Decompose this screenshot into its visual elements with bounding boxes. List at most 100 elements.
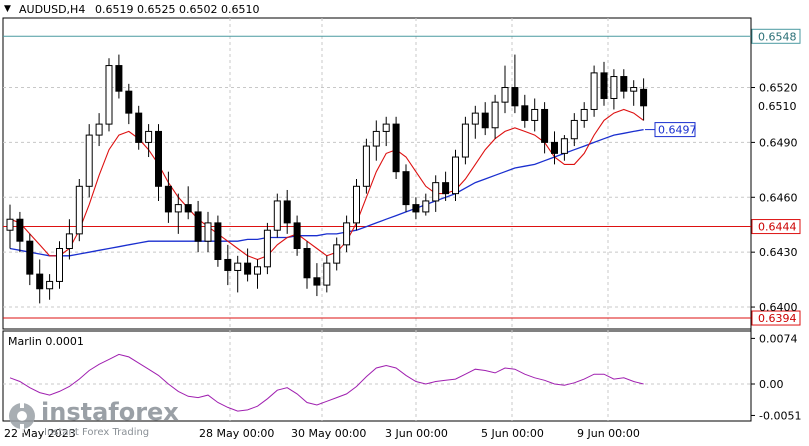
candle-body xyxy=(164,185,172,213)
candle-body xyxy=(630,87,638,92)
candle xyxy=(194,200,202,253)
candle xyxy=(402,164,410,212)
price-tick-label: 0.6490 xyxy=(759,136,798,149)
candle xyxy=(560,135,568,161)
candle xyxy=(204,211,212,253)
candle-body xyxy=(491,101,499,129)
candle-body xyxy=(65,233,73,250)
candle-body xyxy=(402,171,410,206)
candle-body xyxy=(610,76,618,99)
candle xyxy=(85,124,93,198)
candle xyxy=(422,193,430,216)
candle xyxy=(56,241,63,289)
candle xyxy=(461,116,469,165)
candle xyxy=(75,178,83,242)
candle-body xyxy=(570,119,578,140)
triangle-down-icon[interactable]: ▼ xyxy=(4,4,11,14)
candle-body xyxy=(26,240,34,275)
indicator-plot: 0.0074 0.00 -0.0051 xyxy=(3,332,801,422)
candle xyxy=(452,149,459,201)
candle xyxy=(442,171,450,201)
candle xyxy=(6,204,14,249)
candle-body xyxy=(85,134,93,187)
candle-body xyxy=(343,222,351,246)
candle-body xyxy=(600,72,608,99)
candle xyxy=(16,211,24,253)
candle xyxy=(95,113,103,147)
candle xyxy=(610,69,618,110)
ma-callout-box xyxy=(654,122,696,138)
candle xyxy=(362,138,370,194)
candle-body xyxy=(46,280,54,290)
candle-body xyxy=(135,112,143,143)
candle xyxy=(570,113,578,147)
candle-body xyxy=(214,222,222,260)
candle-body xyxy=(541,108,549,143)
candle xyxy=(234,255,242,293)
time-tick-label: 5 Jun 00:00 xyxy=(481,427,544,440)
candle-body xyxy=(194,211,202,242)
candle xyxy=(26,233,34,286)
candle xyxy=(293,215,301,256)
candle xyxy=(46,274,54,300)
candle xyxy=(640,78,648,121)
candle-body xyxy=(640,88,648,107)
candle xyxy=(353,178,360,231)
candle-body xyxy=(551,141,558,154)
candle-body xyxy=(452,156,459,195)
candle xyxy=(263,222,271,275)
candle-body xyxy=(263,229,271,268)
candle xyxy=(511,54,519,114)
candle xyxy=(65,219,73,260)
symbol-label: AUDUSD,H4 xyxy=(19,3,86,16)
mid-level-box xyxy=(751,219,801,235)
candle-body xyxy=(234,262,242,271)
moving-averages xyxy=(9,108,644,261)
candle xyxy=(184,186,192,220)
candle xyxy=(541,102,549,154)
candle xyxy=(254,259,261,289)
candle xyxy=(164,171,172,223)
candle xyxy=(36,259,44,304)
price-tick-label: 0.6430 xyxy=(759,246,798,259)
candle xyxy=(155,124,162,201)
candle-body xyxy=(293,222,301,250)
candles[interactable] xyxy=(6,54,648,304)
candle xyxy=(382,116,390,147)
slow-ma-line xyxy=(9,128,644,257)
candle xyxy=(531,98,539,132)
candle xyxy=(283,189,291,234)
candle-body xyxy=(155,130,162,187)
candle-body xyxy=(511,87,519,107)
candle-body xyxy=(204,222,212,242)
price-tick-label: 0.6400 xyxy=(759,301,798,314)
candle-body xyxy=(471,112,479,125)
candle xyxy=(590,65,598,117)
main-chart-frame xyxy=(2,17,752,330)
candle xyxy=(372,120,380,161)
candle-body xyxy=(16,218,24,242)
candle xyxy=(115,54,123,99)
candle-body xyxy=(145,130,153,143)
candle-body xyxy=(333,244,341,264)
top-level-box xyxy=(751,28,801,44)
candle xyxy=(630,80,638,106)
candle-body xyxy=(184,204,192,213)
candle-body xyxy=(224,258,232,271)
candle xyxy=(521,94,529,128)
candle xyxy=(481,102,489,136)
candle-body xyxy=(273,200,281,231)
candle-body xyxy=(244,262,252,275)
current-price-box xyxy=(752,98,800,113)
candle-body xyxy=(125,90,133,114)
watermark-tagline: Instant Forex Trading xyxy=(44,427,150,438)
candle xyxy=(412,197,420,220)
candle xyxy=(224,244,232,286)
candle xyxy=(600,61,608,106)
indicator-tick-label: -0.0051 xyxy=(759,409,801,422)
candle-body xyxy=(105,65,113,125)
candle xyxy=(551,131,558,165)
